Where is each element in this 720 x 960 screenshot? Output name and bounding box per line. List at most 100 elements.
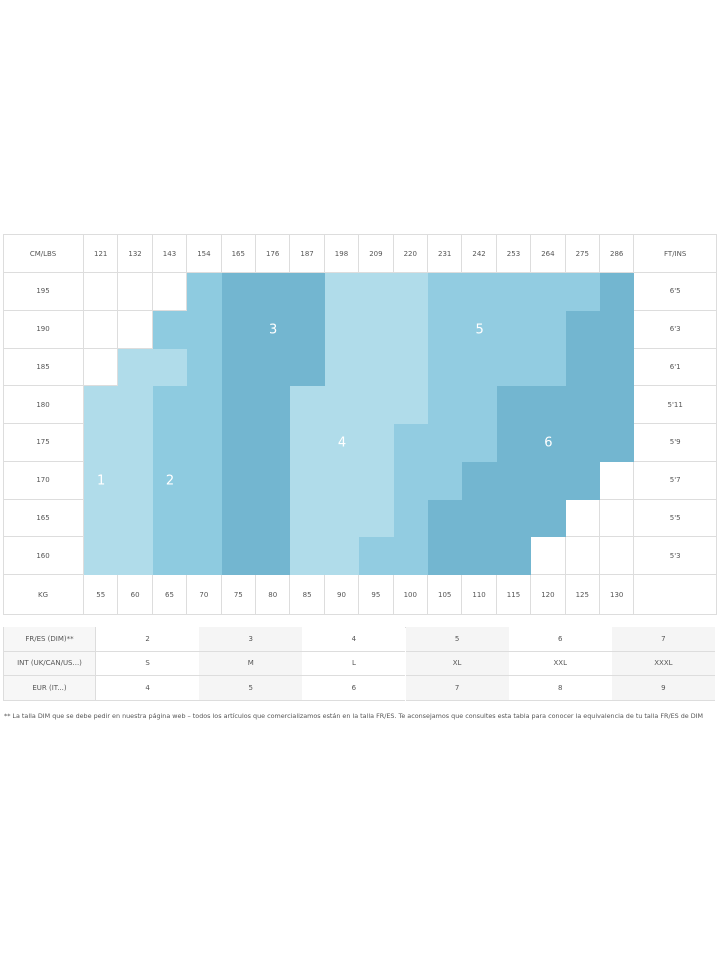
size-zone-5-cell	[496, 273, 532, 312]
kg-cell: 70	[187, 575, 222, 615]
size-zone-5-cell	[531, 273, 567, 312]
size-zone-3-cell	[256, 499, 291, 538]
kg-row-label: KG	[3, 575, 84, 615]
empty-cell	[531, 537, 566, 575]
size-zone-4-cell	[324, 348, 360, 387]
size-zone-2-cell	[187, 273, 223, 312]
size-zone-6-cell	[600, 424, 635, 463]
size-zone-1-cell	[118, 499, 154, 538]
kg-cell: 130	[600, 575, 635, 615]
size-zone-2-cell	[152, 386, 188, 425]
size-zone-5-cell	[428, 310, 463, 349]
cm-row-label: 175	[3, 424, 84, 462]
size-zone-1-cell	[118, 537, 154, 576]
empty-cell	[565, 537, 600, 575]
size-zone-6-cell	[531, 461, 567, 500]
equivalence-cell: 3	[199, 627, 303, 652]
size-zone-4-cell	[324, 273, 360, 312]
size-zone-4-cell	[324, 424, 360, 463]
size-zone-3-cell	[290, 348, 326, 387]
size-zone-1-cell	[152, 348, 188, 387]
size-zone-5-cell	[462, 273, 498, 312]
empty-cell	[152, 273, 188, 311]
size-zone-6-cell	[600, 348, 635, 387]
size-zone-5-cell	[462, 424, 498, 463]
size-zone-5-cell	[531, 348, 567, 387]
lbs-header-cell: 132	[118, 234, 153, 273]
size-zone-3-cell	[221, 537, 257, 576]
empty-cell	[565, 499, 600, 538]
size-zone-3-cell	[221, 348, 257, 387]
size-zone-4-cell	[324, 537, 360, 576]
size-zone-5-cell	[428, 273, 463, 312]
size-zone-2-cell	[187, 310, 223, 349]
size-zone-4-cell	[359, 348, 395, 387]
empty-cell	[118, 310, 153, 349]
size-zone-2-cell	[187, 537, 223, 576]
size-zone-3-cell	[256, 424, 291, 463]
kg-row-end	[634, 575, 717, 615]
cm-row-label: 160	[3, 537, 84, 575]
size-zone-5-cell	[428, 348, 463, 387]
empty-cell	[84, 310, 119, 349]
size-zone-label: 2	[165, 473, 175, 489]
size-zone-3-cell	[256, 310, 291, 349]
kg-cell: 55	[84, 575, 119, 615]
size-zone-1-cell	[84, 424, 119, 463]
lbs-header-cell: 264	[531, 234, 566, 273]
kg-cell: 95	[359, 575, 394, 615]
size-zone-5-cell	[359, 537, 395, 576]
size-zone-3-cell	[256, 348, 291, 387]
kg-cell: 120	[531, 575, 566, 615]
lbs-header-cell: 187	[290, 234, 325, 273]
cm-row-label: 195	[3, 273, 84, 311]
corner-label-ft: FT/INS	[634, 234, 717, 273]
size-zone-3-cell	[256, 273, 291, 312]
ft-row-label: 5'5	[634, 499, 717, 538]
chart-left-border	[3, 234, 4, 615]
equivalence-row-label: FR/ES (DIM)**	[3, 627, 96, 652]
size-zone-label: 4	[337, 435, 347, 451]
size-zone-4-cell	[393, 348, 429, 387]
kg-cell: 85	[290, 575, 325, 615]
size-zone-6-cell	[428, 537, 463, 576]
size-zone-6-cell	[565, 424, 601, 463]
size-zone-5-cell	[565, 273, 601, 312]
size-zone-6-cell	[462, 461, 498, 500]
size-zone-3-cell	[256, 537, 291, 576]
size-zone-5-cell	[428, 386, 463, 425]
size-zone-3-cell	[290, 310, 326, 349]
size-zone-4-cell	[290, 424, 326, 463]
lbs-header-cell: 198	[324, 234, 360, 273]
lbs-header-cell: 220	[393, 234, 428, 273]
size-zone-1-cell	[118, 461, 154, 500]
lbs-header-cell: 176	[256, 234, 291, 273]
size-zone-label: 3	[269, 322, 278, 338]
cm-row-label: 185	[3, 348, 84, 387]
kg-cell: 100	[393, 575, 428, 615]
size-zone-4-cell	[393, 386, 429, 425]
size-zone-1-cell	[84, 461, 119, 500]
kg-cell: 115	[496, 575, 532, 615]
size-zone-4-cell	[359, 273, 395, 312]
size-zone-2-cell	[187, 424, 223, 463]
size-zone-label: 6	[544, 435, 553, 451]
cm-row-label: 170	[3, 461, 84, 500]
size-zone-4-cell	[393, 310, 429, 349]
ft-row-label: 6'1	[634, 348, 717, 387]
size-zone-1-cell	[118, 386, 154, 425]
size-zone-2-cell	[187, 461, 223, 500]
equivalence-cell: 4	[302, 627, 406, 652]
size-zone-4-cell	[324, 499, 360, 538]
empty-cell	[84, 348, 119, 387]
size-zone-6-cell	[496, 461, 532, 500]
size-zone-4-cell	[359, 499, 395, 538]
size-zone-6-cell	[600, 386, 635, 425]
ft-row-label: 6'3	[634, 310, 717, 349]
ft-row-label: 5'11	[634, 386, 717, 424]
equivalence-cell: L	[302, 651, 406, 676]
size-zone-3-cell	[290, 273, 326, 312]
equivalence-cell: 4	[96, 676, 200, 701]
size-zone-6-cell	[496, 537, 532, 576]
size-zone-5-cell	[496, 348, 532, 387]
